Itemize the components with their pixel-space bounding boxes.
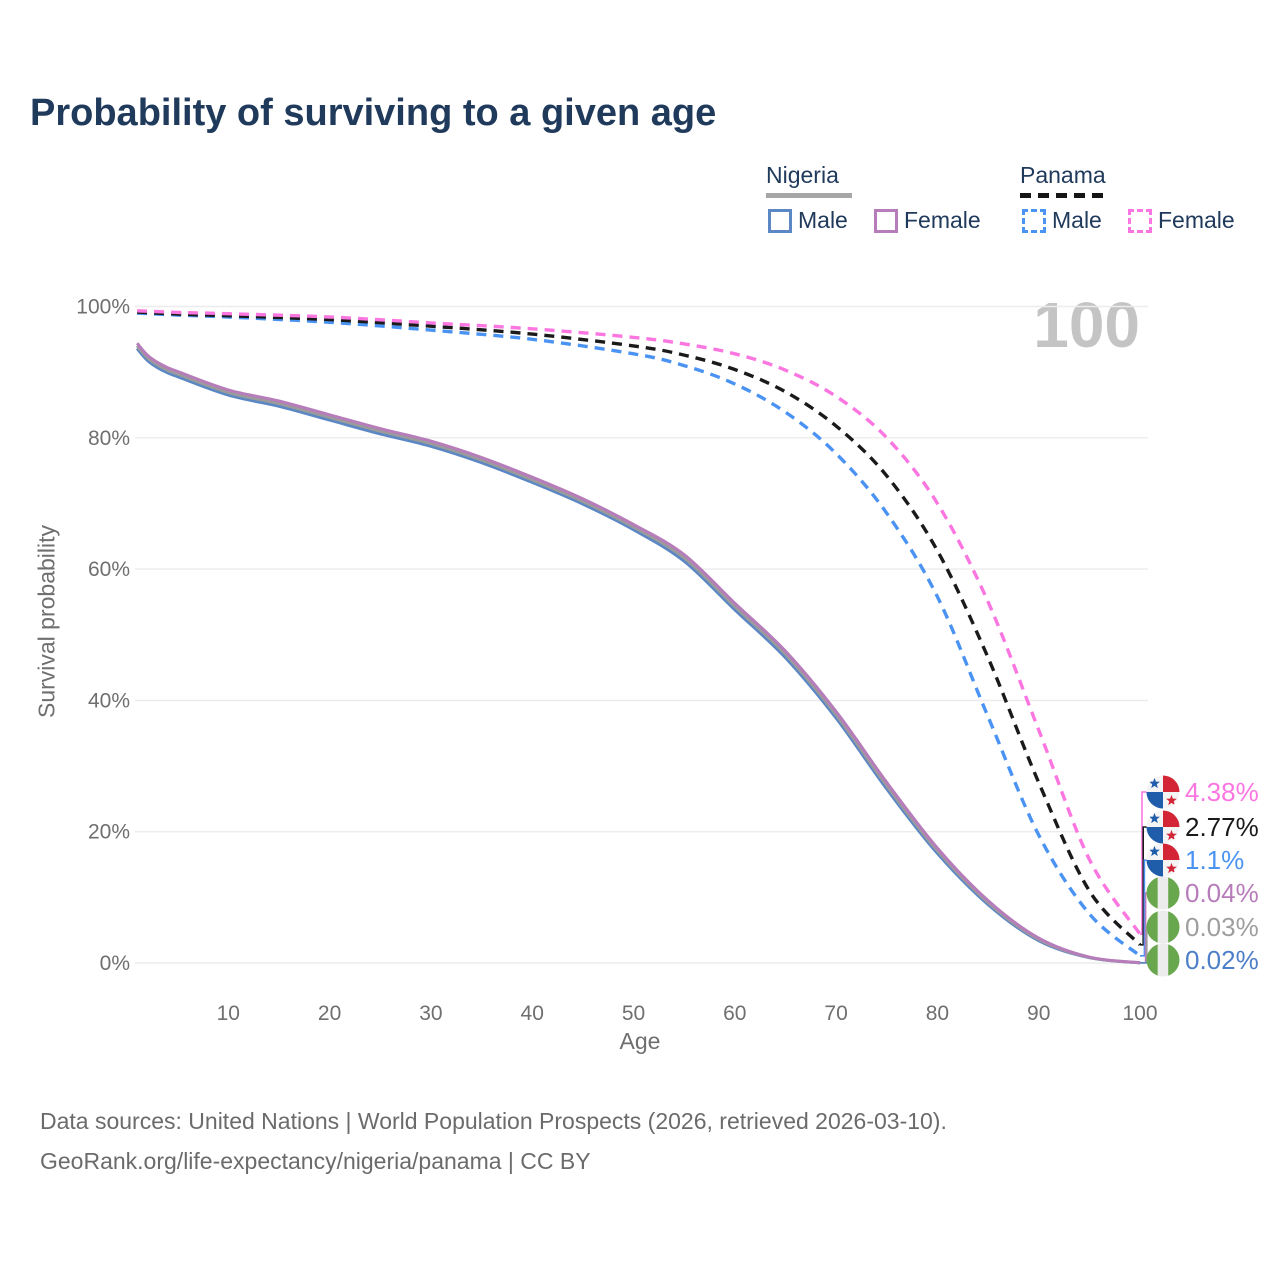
legend-group-panama: Panama	[1020, 162, 1110, 198]
panama-dashed-line-sample	[1020, 193, 1110, 198]
x-tick-label: 50	[622, 1002, 645, 1025]
legend-label-panama-male: Male	[1052, 207, 1102, 233]
panama-flag-icon	[1146, 843, 1180, 877]
y-tick-label: 80%	[88, 427, 130, 450]
series-line-panama_male	[137, 311, 1142, 958]
legend-country-nigeria: Nigeria	[766, 162, 839, 188]
x-tick-label: 40	[521, 1002, 544, 1025]
end-value: 0.03%	[1185, 911, 1259, 942]
x-tick-label: 20	[318, 1002, 341, 1025]
x-tick-label: 80	[926, 1002, 949, 1025]
end-label-nigeria-male: 0.02%	[1146, 943, 1259, 977]
x-axis-title: Age	[619, 1028, 661, 1054]
panama-flag-icon	[1146, 810, 1180, 844]
end-label-nigeria-both: 0.03%	[1146, 910, 1259, 944]
y-tick-label: 20%	[88, 821, 130, 844]
attribution-note: GeoRank.org/life-expectancy/nigeria/pana…	[40, 1148, 591, 1174]
end-value: 0.04%	[1185, 877, 1259, 908]
legend-label-panama-female: Female	[1158, 207, 1235, 233]
series-line-nigeria_male	[135, 347, 1141, 965]
x-tick-label: 90	[1027, 1002, 1050, 1025]
end-value: 2.77%	[1185, 811, 1259, 842]
x-tick-label: 10	[217, 1002, 240, 1025]
x-tick-label: 60	[723, 1002, 746, 1025]
legend-item-panama-male: Male	[1022, 207, 1102, 234]
x-tick-label: 30	[419, 1002, 442, 1025]
series-line-panama_both	[137, 310, 1142, 946]
nigeria-male-swatch-icon	[768, 208, 792, 233]
legend-label-nigeria-male: Male	[798, 207, 848, 233]
panama-female-swatch-icon	[1128, 208, 1152, 233]
end-label-panama-female: 4.38%	[1146, 775, 1259, 809]
y-tick-label: 0%	[100, 952, 130, 975]
age-watermark: 100	[1033, 289, 1140, 361]
nigeria-flag-icon	[1146, 910, 1180, 944]
series-line-nigeria_female	[135, 342, 1141, 965]
y-tick-label: 60%	[88, 558, 130, 581]
legend-country-panama: Panama	[1020, 162, 1106, 188]
panama-flag-icon	[1146, 775, 1180, 809]
y-tick-label: 100%	[76, 296, 130, 319]
end-label-panama-male: 1.1%	[1146, 843, 1244, 877]
nigeria-flag-icon	[1146, 943, 1180, 977]
end-label-nigeria-female: 0.04%	[1146, 876, 1259, 910]
data-sources-note: Data sources: United Nations | World Pop…	[40, 1108, 947, 1134]
legend-item-nigeria-male: Male	[768, 207, 848, 234]
x-tick-label: 100	[1122, 1002, 1157, 1025]
end-value: 4.38%	[1185, 776, 1259, 807]
y-tick-label: 40%	[88, 689, 130, 712]
end-value: 1.1%	[1185, 844, 1245, 875]
nigeria-solid-line-sample	[766, 193, 852, 198]
legend-item-panama-female: Female	[1128, 207, 1235, 234]
x-tick-label: 70	[824, 1002, 847, 1025]
end-value: 0.02%	[1185, 944, 1259, 975]
legend-item-nigeria-female: Female	[874, 207, 981, 234]
page-title: Probability of surviving to a given age	[30, 92, 717, 134]
end-label-panama-both: 2.77%	[1146, 810, 1259, 844]
legend-group-nigeria: Nigeria	[766, 162, 852, 198]
y-axis-title: Survival probability	[33, 524, 60, 719]
nigeria-flag-icon	[1146, 876, 1180, 910]
series-line-nigeria_both	[135, 344, 1141, 965]
nigeria-female-swatch-icon	[874, 208, 898, 233]
series-line-panama_female	[137, 309, 1142, 936]
panama-male-swatch-icon	[1022, 208, 1046, 233]
legend-label-nigeria-female: Female	[904, 207, 981, 233]
